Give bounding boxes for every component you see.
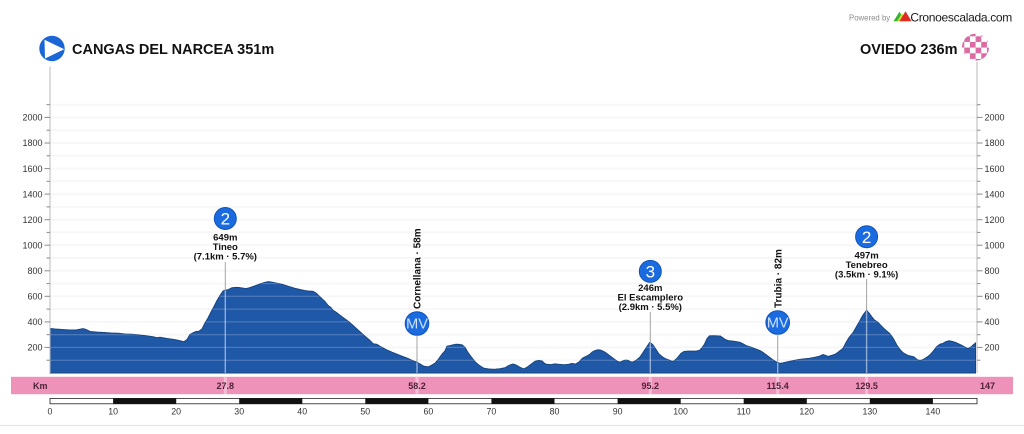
svg-text:110: 110 (737, 407, 751, 417)
svg-text:95.2: 95.2 (642, 381, 660, 391)
svg-text:115.4: 115.4 (767, 381, 789, 391)
svg-text:200: 200 (27, 343, 42, 353)
svg-text:(7.1km · 5.7%): (7.1km · 5.7%) (194, 252, 257, 263)
svg-text:Cornellana · 58m: Cornellana · 58m (413, 228, 424, 309)
svg-text:600: 600 (985, 292, 1000, 302)
svg-text:1200: 1200 (985, 215, 1005, 225)
svg-text:Powered by: Powered by (849, 13, 890, 22)
svg-text:497m: 497m (854, 251, 878, 262)
svg-text:147: 147 (980, 381, 995, 391)
svg-text:40: 40 (297, 407, 307, 417)
svg-text:129.5: 129.5 (855, 381, 878, 391)
svg-text:2000: 2000 (22, 113, 42, 123)
svg-text:30: 30 (234, 407, 244, 417)
svg-text:80: 80 (550, 407, 560, 417)
svg-text:2: 2 (862, 228, 871, 247)
svg-text:CANGAS DEL NARCEA 351m: CANGAS DEL NARCEA 351m (72, 42, 274, 58)
svg-text:3: 3 (646, 263, 655, 282)
svg-text:1000: 1000 (985, 240, 1005, 250)
svg-text:Cronoescalada.com: Cronoescalada.com (910, 10, 1012, 24)
svg-text:70: 70 (487, 407, 497, 417)
svg-text:(2.9km · 5.5%): (2.9km · 5.5%) (619, 302, 682, 313)
svg-text:1800: 1800 (985, 138, 1005, 148)
svg-text:58.2: 58.2 (408, 381, 426, 391)
svg-text:60: 60 (424, 407, 434, 417)
svg-text:MV: MV (406, 316, 428, 332)
svg-text:27.8: 27.8 (217, 381, 235, 391)
svg-text:1200: 1200 (22, 215, 42, 225)
svg-text:0: 0 (48, 407, 53, 417)
svg-text:MV: MV (767, 315, 789, 331)
svg-text:400: 400 (27, 317, 42, 327)
svg-text:20: 20 (171, 407, 181, 417)
svg-text:(3.5km · 9.1%): (3.5km · 9.1%) (835, 269, 898, 280)
svg-text:120: 120 (799, 407, 814, 417)
svg-text:400: 400 (985, 317, 1000, 327)
svg-text:90: 90 (613, 407, 623, 417)
svg-text:OVIEDO 236m: OVIEDO 236m (860, 42, 958, 58)
svg-text:1800: 1800 (22, 138, 42, 148)
svg-text:100: 100 (673, 407, 688, 417)
svg-text:800: 800 (27, 266, 42, 276)
svg-text:2000: 2000 (985, 113, 1005, 123)
svg-text:1400: 1400 (985, 189, 1005, 199)
svg-text:140: 140 (926, 407, 941, 417)
svg-text:Trubia · 82m: Trubia · 82m (773, 249, 784, 308)
svg-text:50: 50 (360, 407, 370, 417)
svg-text:Km: Km (33, 381, 48, 391)
svg-text:130: 130 (862, 407, 877, 417)
svg-text:246m: 246m (638, 283, 662, 294)
svg-text:Tineo: Tineo (213, 242, 238, 253)
svg-text:800: 800 (985, 266, 1000, 276)
svg-text:El Escamplero: El Escamplero (618, 292, 684, 303)
svg-text:600: 600 (27, 292, 42, 302)
svg-text:Tenebreo: Tenebreo (846, 260, 888, 271)
svg-text:1400: 1400 (22, 189, 42, 199)
svg-text:10: 10 (108, 407, 118, 417)
svg-text:1600: 1600 (22, 164, 42, 174)
svg-text:2: 2 (221, 210, 230, 229)
svg-text:649m: 649m (213, 233, 237, 244)
svg-text:1000: 1000 (22, 240, 42, 250)
svg-text:1600: 1600 (985, 164, 1005, 174)
svg-text:200: 200 (985, 343, 1000, 353)
